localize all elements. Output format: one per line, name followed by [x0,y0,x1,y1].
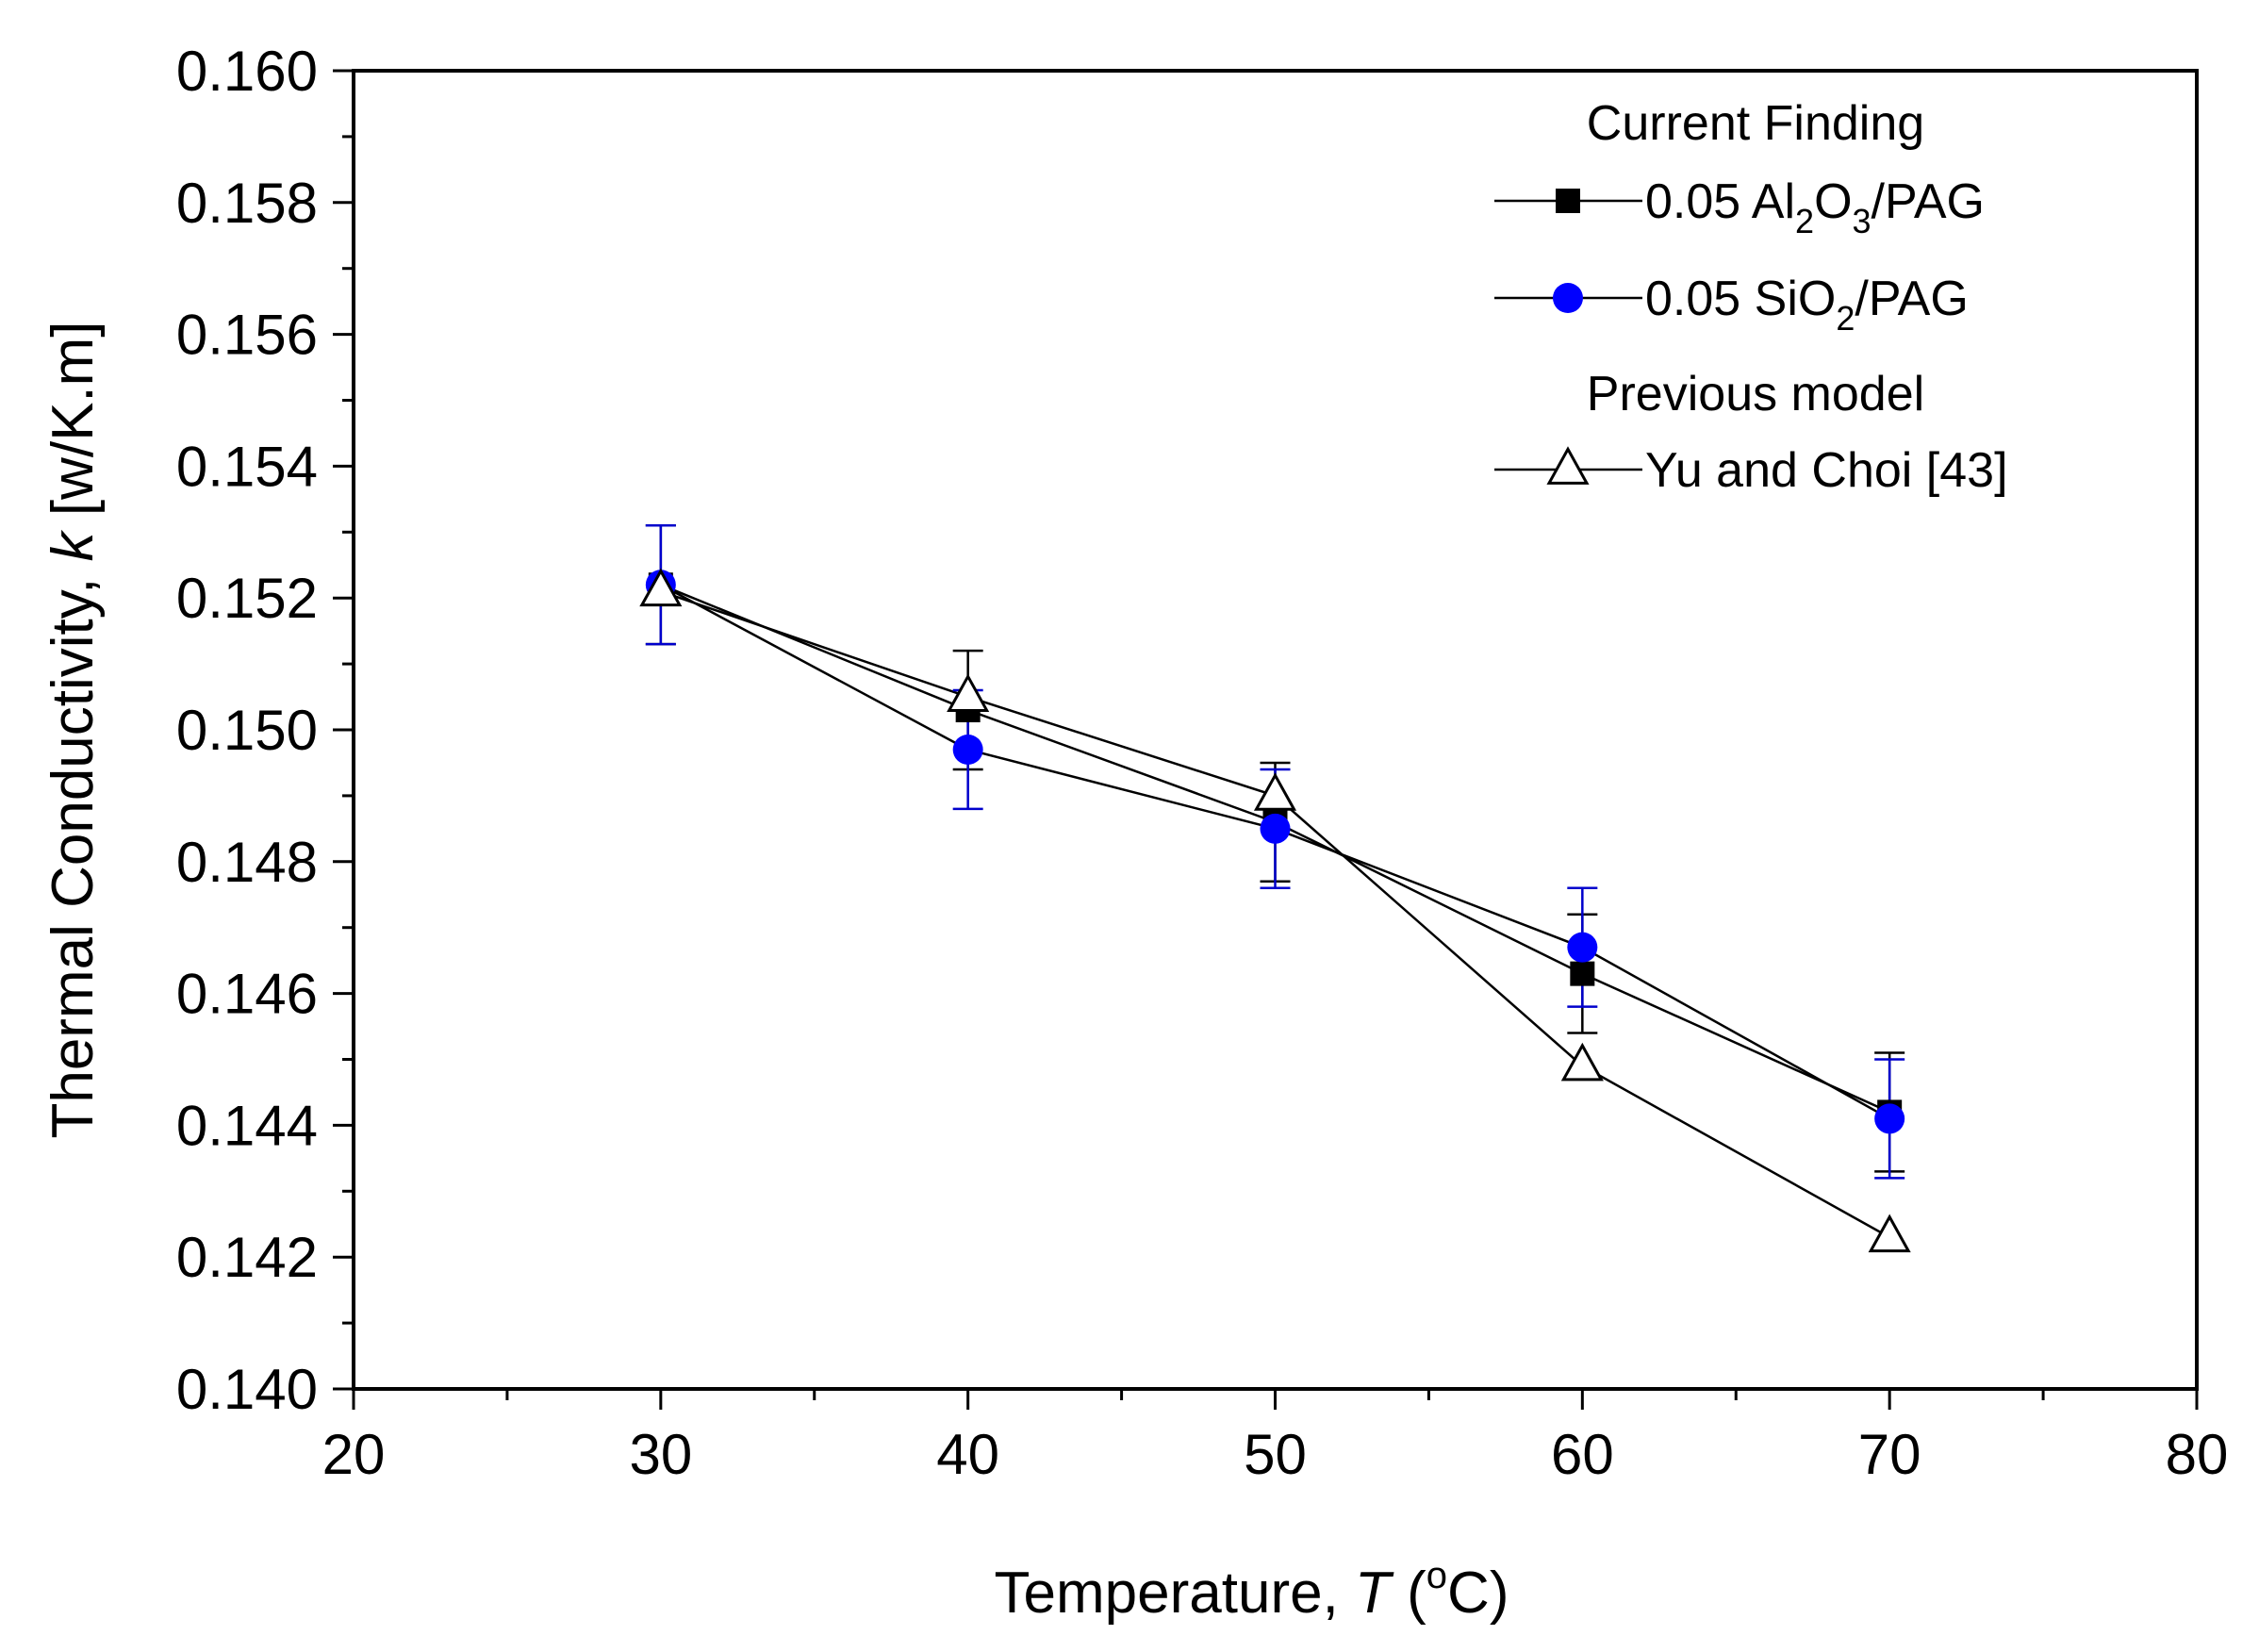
y-tick-label: 0.154 [176,435,318,498]
x-tick-label: 60 [1551,1423,1614,1486]
legend-item-yu-and-choi: Yu and Choi [43] [1494,443,2008,498]
y-tick-label: 0.144 [176,1094,318,1157]
al2o3-pag-point [1570,961,1595,986]
legend-label: 0.05 Al2O3/PAG [1645,174,1985,240]
x-tick-label: 40 [936,1423,999,1486]
y-tick-label: 0.156 [176,304,318,367]
y-tick-label: 0.140 [176,1358,318,1421]
plot-frame [352,69,2199,1391]
y-tick-label: 0.142 [176,1226,318,1289]
yu-and-choi-point [639,568,683,607]
legend-marker [1546,446,1590,485]
yu-and-choi-point [1560,1042,1604,1082]
sio2-pag-point [1874,1103,1905,1134]
y-tick-label: 0.146 [176,963,318,1026]
x-tick-label: 30 [629,1423,692,1486]
legend-item-sio2-pag: 0.05 SiO2/PAG [1494,272,1969,338]
legend-marker [1553,283,1583,313]
plot-series [639,524,1911,1253]
x-tick-label: 80 [2166,1423,2229,1486]
legend-marker [1556,189,1580,213]
axis-titles: Temperature, T (oC) Thermal Conductivity,… [41,321,1509,1626]
legend-label: 0.05 SiO2/PAG [1645,272,1969,338]
legend: Current Finding 0.05 Al2O3/PAG 0.05 SiO2/P… [1494,96,2008,498]
yu-and-choi-point [1253,772,1297,811]
y-tick-label: 0.152 [176,567,318,630]
sio2-pag-point [952,734,983,765]
y-axis-title: Thermal Conductivity, k [w/K.m] [41,321,106,1138]
x-tick-label: 20 [322,1423,386,1486]
yu-and-choi-point [947,673,990,712]
sio2-pag-point [1567,932,1598,963]
y-tick-label: 0.148 [176,831,318,894]
legend-group-heading: Previous model [1587,367,1924,421]
x-axis-title: Temperature, T (oC) [995,1555,1509,1626]
y-tick-label: 0.160 [176,40,318,103]
y-tick-label: 0.158 [176,172,318,235]
x-tick-label: 50 [1244,1423,1307,1486]
x-tick-label: 70 [1858,1423,1921,1486]
legend-item-al2o3-pag: 0.05 Al2O3/PAG [1494,174,1985,240]
axis-ticks: 20 30 40 50 60 70 80 0.140 0.142 0.144 0.146 0.148 0… [176,40,2229,1486]
legend-label: Yu and Choi [43] [1645,443,2008,498]
y-tick-label: 0.150 [176,699,318,762]
yu-and-choi-point [1868,1214,1911,1253]
legend-group-heading: Current Finding [1587,96,1924,151]
sio2-pag-point [1260,813,1291,844]
